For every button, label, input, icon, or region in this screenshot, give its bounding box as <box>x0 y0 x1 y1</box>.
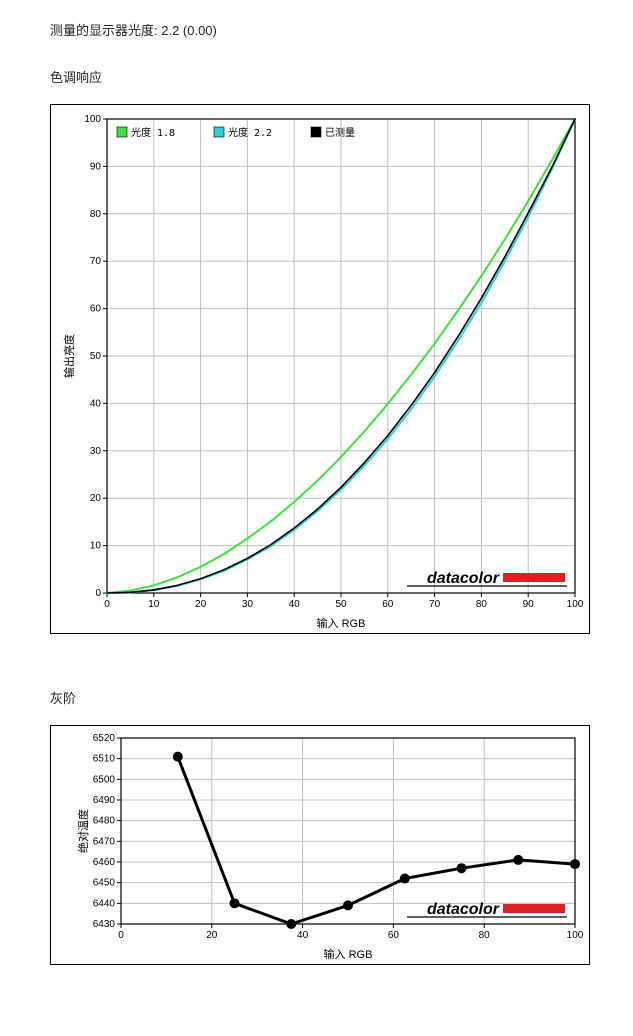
svg-text:0: 0 <box>104 599 110 610</box>
svg-text:10: 10 <box>90 541 102 552</box>
svg-text:6440: 6440 <box>93 898 116 909</box>
svg-text:6510: 6510 <box>93 754 116 765</box>
svg-text:datacolor: datacolor <box>427 570 500 587</box>
svg-text:6520: 6520 <box>93 733 116 744</box>
svg-text:光度 2.2: 光度 2.2 <box>228 126 272 139</box>
svg-text:6480: 6480 <box>93 816 116 827</box>
section-grayscale-title: 灰阶 <box>50 688 603 707</box>
svg-text:80: 80 <box>479 930 491 941</box>
svg-text:80: 80 <box>90 209 102 220</box>
tonal-response-chart: 0 10 20 30 40 50 60 70 80 90 100 0 10 20 30 40 50 60 70 80 9… <box>50 104 590 634</box>
svg-text:60: 60 <box>382 599 394 610</box>
svg-text:40: 40 <box>90 398 102 409</box>
svg-text:已测量: 已测量 <box>325 126 355 139</box>
svg-text:90: 90 <box>90 161 102 172</box>
svg-text:50: 50 <box>335 599 347 610</box>
svg-text:6470: 6470 <box>93 836 116 847</box>
svg-text:40: 40 <box>297 930 309 941</box>
svg-text:0: 0 <box>95 588 101 599</box>
svg-text:70: 70 <box>429 599 441 610</box>
svg-text:光度 1.8: 光度 1.8 <box>131 126 175 139</box>
svg-text:6450: 6450 <box>93 878 116 889</box>
svg-text:100: 100 <box>567 930 584 941</box>
svg-text:30: 30 <box>90 446 102 457</box>
measured-gamma-line: 测量的显示器光度: 2.2 (0.00) <box>50 20 603 39</box>
svg-text:6490: 6490 <box>93 795 116 806</box>
svg-text:6430: 6430 <box>93 919 116 930</box>
svg-text:datacolor: datacolor <box>427 901 500 918</box>
svg-text:60: 60 <box>90 304 102 315</box>
svg-text:10: 10 <box>148 599 160 610</box>
svg-text:输入 RGB: 输入 RGB <box>324 947 373 961</box>
svg-text:40: 40 <box>289 599 301 610</box>
svg-text:90: 90 <box>523 599 535 610</box>
svg-text:20: 20 <box>195 599 207 610</box>
svg-text:50: 50 <box>90 351 102 362</box>
svg-text:0: 0 <box>118 930 124 941</box>
report-page: 测量的显示器光度: 2.2 (0.00) 色调响应 0 10 20 30 40 50 60 7… <box>0 0 633 995</box>
grayscale-chart: 0 20 40 60 80 100 6430 6440 6450 6460 6470 6480 6490… <box>50 725 590 965</box>
svg-text:6460: 6460 <box>93 857 116 868</box>
section-tonal-response-title: 色调响应 <box>50 67 603 86</box>
svg-text:输出亮度: 输出亮度 <box>62 334 76 378</box>
svg-text:60: 60 <box>388 930 400 941</box>
svg-text:100: 100 <box>84 114 101 125</box>
svg-text:绝对温度: 绝对温度 <box>76 809 90 853</box>
svg-text:70: 70 <box>90 256 102 267</box>
svg-text:30: 30 <box>242 599 254 610</box>
svg-text:20: 20 <box>206 930 218 941</box>
svg-text:100: 100 <box>567 599 584 610</box>
svg-text:80: 80 <box>476 599 488 610</box>
svg-text:20: 20 <box>90 493 102 504</box>
svg-text:6500: 6500 <box>93 774 116 785</box>
svg-text:输入 RGB: 输入 RGB <box>317 616 366 630</box>
